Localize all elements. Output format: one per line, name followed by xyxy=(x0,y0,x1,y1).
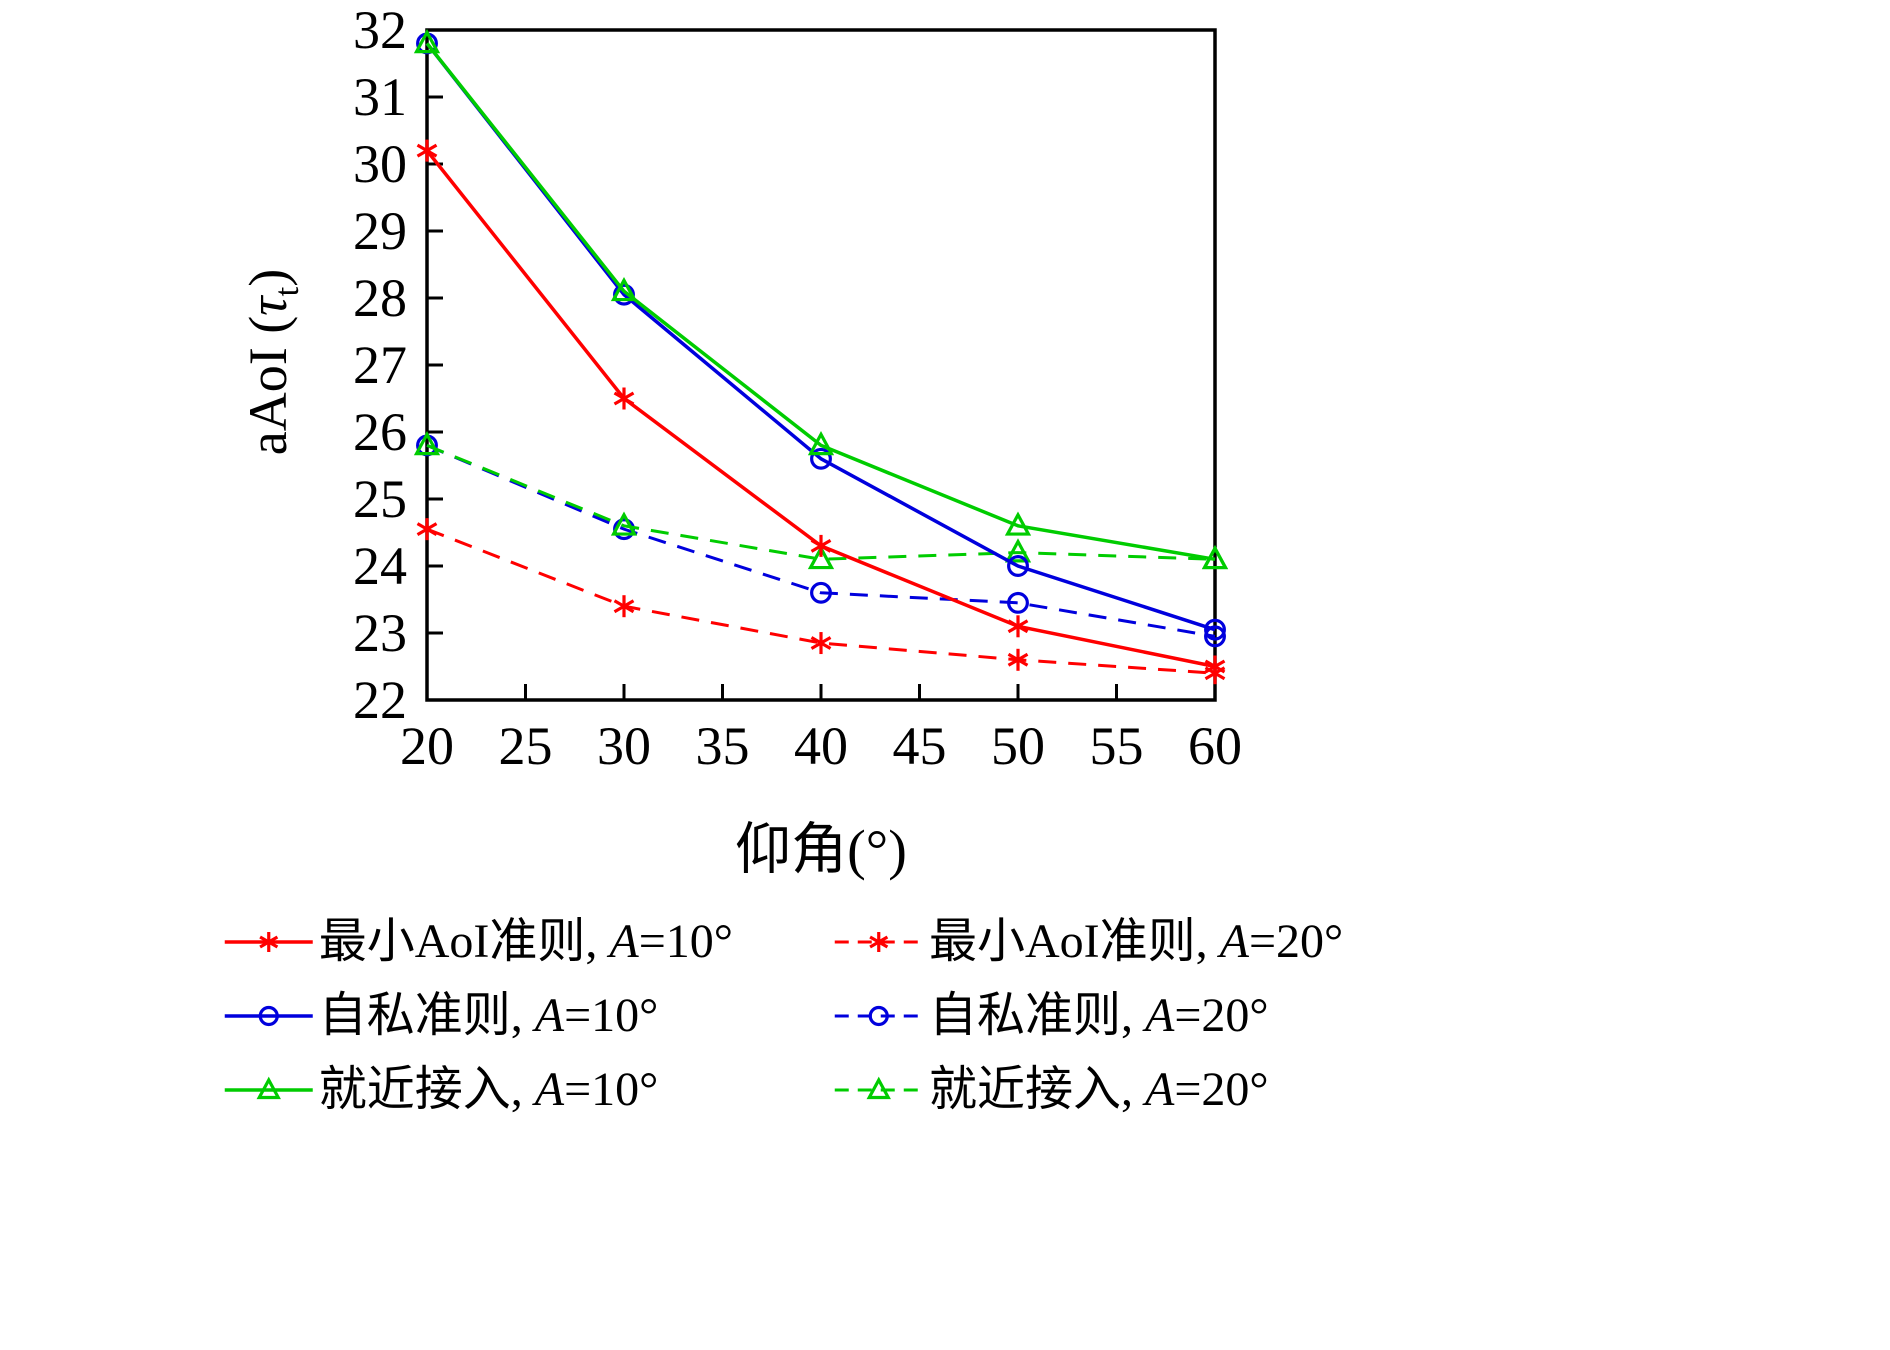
series-line-5 xyxy=(426,444,1216,561)
triangle-marker xyxy=(1004,511,1032,536)
asterisk-marker xyxy=(810,632,832,655)
y-axis-label: aAoI (τt) xyxy=(237,269,307,456)
series-line-3 xyxy=(426,444,1216,638)
legend-line-sample xyxy=(835,1076,923,1100)
x-tick-label: 55 xyxy=(1090,716,1144,776)
y-tick-label: 30 xyxy=(353,134,407,194)
series-line-0 xyxy=(425,149,1216,669)
x-tick-label: 50 xyxy=(991,716,1045,776)
triangle-marker xyxy=(807,431,835,456)
legend-entry-0: 最小AoI准则, A=10° xyxy=(223,912,733,972)
asterisk-marker xyxy=(810,534,832,557)
asterisk-marker xyxy=(869,932,889,952)
plot-border xyxy=(425,28,1217,702)
legend: 最小AoI准则, A=10° 最小AoI准则, A=20° 自私准则, A=10° 自… xyxy=(223,912,1343,1120)
triangle-marker xyxy=(1004,538,1032,563)
y-axis-label-prefix: aAoI ( xyxy=(238,315,299,456)
legend-label: 就近接入, A=10° xyxy=(318,1063,659,1116)
asterisk-marker xyxy=(1007,615,1029,638)
legend-line-sample xyxy=(835,932,923,952)
legend-label: 自私准则, A=10° xyxy=(318,989,659,1042)
legend-line-sample xyxy=(224,932,313,952)
series-line-4 xyxy=(425,42,1216,562)
x-tick-label: 60 xyxy=(1188,716,1242,776)
legend-entry-1: 最小AoI准则, A=20° xyxy=(833,912,1343,972)
asterisk-marker xyxy=(613,387,635,410)
y-tick-label: 32 xyxy=(353,0,407,60)
triangle-marker xyxy=(256,1076,281,1100)
asterisk-marker xyxy=(416,139,438,162)
x-tick-label: 20 xyxy=(400,716,454,776)
asterisk-marker xyxy=(259,932,279,952)
y-tick-label: 28 xyxy=(353,268,407,328)
asterisk-marker xyxy=(1007,648,1029,671)
asterisk-marker xyxy=(1204,655,1226,678)
circle-marker xyxy=(258,1005,279,1027)
circle-marker xyxy=(1007,555,1029,577)
circle-marker xyxy=(1007,591,1029,614)
legend-entry-3: 自私准则, A=20° xyxy=(833,986,1343,1046)
legend-line-sample xyxy=(224,1076,313,1100)
y-tick-label: 23 xyxy=(353,603,407,663)
legend-entry-5: 就近接入, A=20° xyxy=(833,1060,1343,1120)
circle-marker xyxy=(868,1005,890,1027)
legend-label: 最小AoI准则, A=20° xyxy=(929,915,1344,968)
y-axis-label-tau: τ xyxy=(238,296,299,316)
triangle-marker xyxy=(610,276,638,302)
x-tick-label: 25 xyxy=(499,716,553,776)
chart-plot: 22 23 24 25 26 27 28 29 30 31 32 20 25 30 35 40 45 50 55 60 xyxy=(353,0,1242,776)
asterisk-marker xyxy=(416,518,438,541)
y-axis-label-suffix: ) xyxy=(238,268,299,287)
x-axis-label: 仰角(°) xyxy=(735,819,907,882)
y-tick-label: 29 xyxy=(353,201,407,261)
circle-marker xyxy=(1204,625,1226,648)
y-tick-label: 27 xyxy=(353,335,407,395)
triangle-marker xyxy=(807,544,835,570)
x-tick-label: 45 xyxy=(893,716,947,776)
y-tick-label: 26 xyxy=(353,402,407,462)
asterisk-marker xyxy=(613,595,635,618)
x-tick-label: 30 xyxy=(597,716,651,776)
triangle-marker xyxy=(413,431,441,456)
legend-line-sample xyxy=(835,1005,923,1027)
legend-label: 最小AoI准则, A=10° xyxy=(318,915,733,968)
legend-entry-4: 就近接入, A=10° xyxy=(223,1060,733,1120)
triangle-marker xyxy=(413,29,441,54)
y-axis-label-sub: t xyxy=(266,286,306,297)
legend-label: 就近接入, A=20° xyxy=(929,1063,1269,1116)
y-tick-label: 31 xyxy=(353,67,407,127)
series-line-1 xyxy=(426,527,1216,675)
legend-label: 自私准则, A=20° xyxy=(929,989,1269,1042)
triangle-marker xyxy=(610,511,638,536)
circle-marker xyxy=(810,581,832,604)
x-tick-label: 35 xyxy=(696,716,750,776)
circle-marker xyxy=(810,447,832,470)
triangle-marker xyxy=(866,1076,892,1100)
legend-line-sample xyxy=(224,1005,313,1027)
circle-marker xyxy=(1204,618,1226,641)
y-tick-label: 22 xyxy=(353,670,407,730)
triangle-marker xyxy=(1201,544,1229,570)
legend-entry-2: 自私准则, A=10° xyxy=(223,986,733,1046)
y-tick-label: 25 xyxy=(353,469,407,529)
y-tick-label: 24 xyxy=(353,536,407,596)
x-tick-label: 40 xyxy=(794,716,848,776)
